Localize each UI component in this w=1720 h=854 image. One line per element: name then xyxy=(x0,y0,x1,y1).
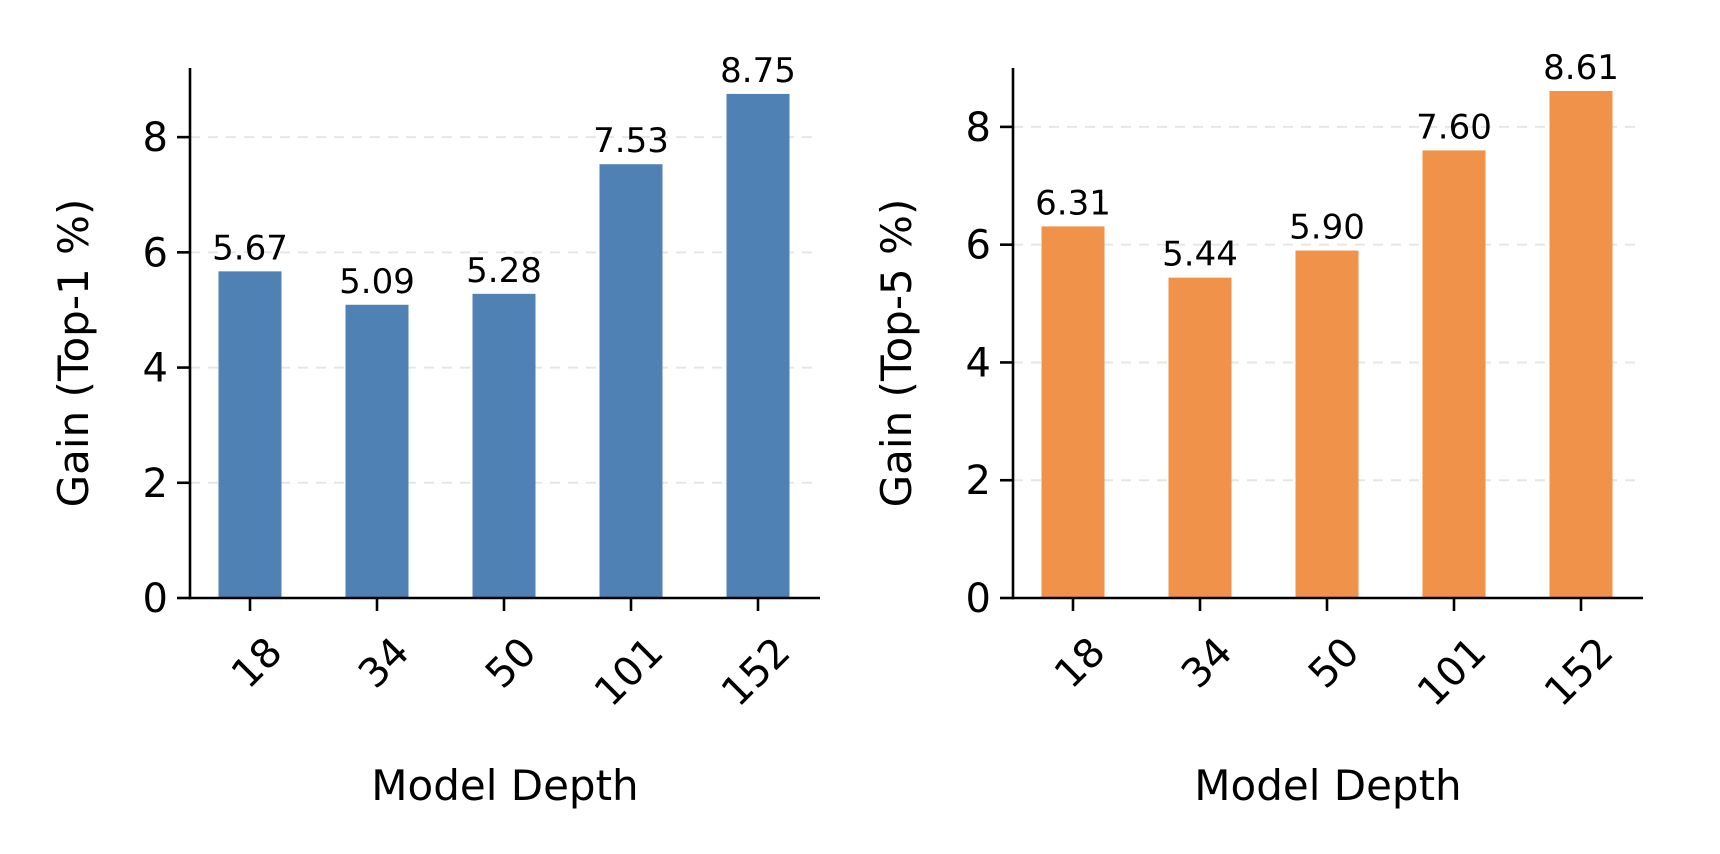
data-label-50: 5.28 xyxy=(466,251,542,291)
y-tick-label-0: 0 xyxy=(966,576,991,622)
data-label-152: 8.75 xyxy=(720,51,796,91)
y-tick-label-4: 4 xyxy=(143,346,168,392)
y-tick-label-8: 8 xyxy=(966,105,991,151)
chart-top1-gain: 5.67 5.09 5.28 7.53 8.75 0 2 4 6 8 18 34 50 101 152 Mod… xyxy=(49,51,820,810)
data-label-34: 5.09 xyxy=(339,262,415,302)
bar-152 xyxy=(726,93,790,598)
bar-18 xyxy=(1041,226,1105,598)
bar-152 xyxy=(1549,90,1613,598)
x-tick-label-18: 18 xyxy=(223,629,292,698)
y-tick-label-0: 0 xyxy=(143,576,168,622)
x-axis-title: Model Depth xyxy=(371,761,638,810)
y-axis-title: Gain (Top-1 %) xyxy=(49,199,98,508)
bar-50 xyxy=(472,293,536,598)
x-tick-label-34: 34 xyxy=(1173,629,1242,698)
y-tick-label-2: 2 xyxy=(143,461,168,507)
data-label-34: 5.44 xyxy=(1162,235,1238,275)
data-label-50: 5.90 xyxy=(1289,208,1365,248)
data-label-18: 6.31 xyxy=(1035,183,1111,223)
x-tick-label-101: 101 xyxy=(1409,629,1496,716)
chart-top5-gain: 6.31 5.44 5.90 7.60 8.61 0 2 4 6 8 18 34 50 101 152 Mod… xyxy=(872,48,1643,810)
bar-18 xyxy=(218,271,282,598)
x-tick-label-18: 18 xyxy=(1046,629,1115,698)
data-label-18: 5.67 xyxy=(212,228,288,268)
x-tick-label-34: 34 xyxy=(350,629,419,698)
y-tick-label-2: 2 xyxy=(966,458,991,504)
x-tick-label-50: 50 xyxy=(1300,629,1369,698)
data-label-101: 7.53 xyxy=(593,121,669,161)
y-tick-label-6: 6 xyxy=(966,223,991,269)
bar-34 xyxy=(1168,277,1232,598)
bar-50 xyxy=(1295,250,1359,599)
x-axis-title: Model Depth xyxy=(1194,761,1461,810)
x-tick-label-101: 101 xyxy=(586,629,673,716)
x-tick-label-50: 50 xyxy=(477,629,546,698)
y-tick-label-6: 6 xyxy=(143,230,168,276)
x-tick-label-152: 152 xyxy=(713,629,800,716)
bar-101 xyxy=(599,164,663,598)
x-tick-label-152: 152 xyxy=(1536,629,1623,716)
bar-101 xyxy=(1422,150,1486,598)
data-label-152: 8.61 xyxy=(1543,48,1619,88)
y-axis-title: Gain (Top-5 %) xyxy=(872,199,921,508)
y-tick-label-8: 8 xyxy=(143,115,168,161)
y-tick-label-4: 4 xyxy=(966,340,991,386)
data-label-101: 7.60 xyxy=(1416,107,1492,147)
bar-34 xyxy=(345,304,409,598)
